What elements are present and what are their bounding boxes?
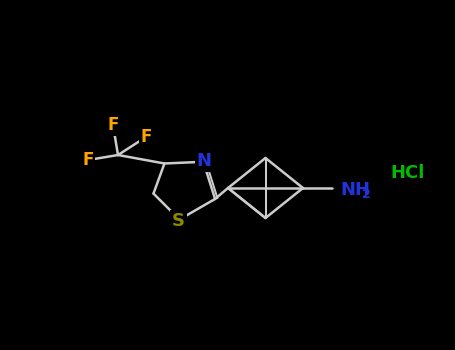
Text: HCl: HCl: [390, 164, 425, 182]
Text: S: S: [172, 211, 185, 230]
Text: F: F: [140, 128, 152, 146]
Text: F: F: [107, 116, 119, 134]
Text: N: N: [197, 152, 212, 170]
Text: F: F: [82, 151, 94, 169]
Text: NH: NH: [340, 181, 370, 199]
Text: 2: 2: [362, 188, 371, 201]
